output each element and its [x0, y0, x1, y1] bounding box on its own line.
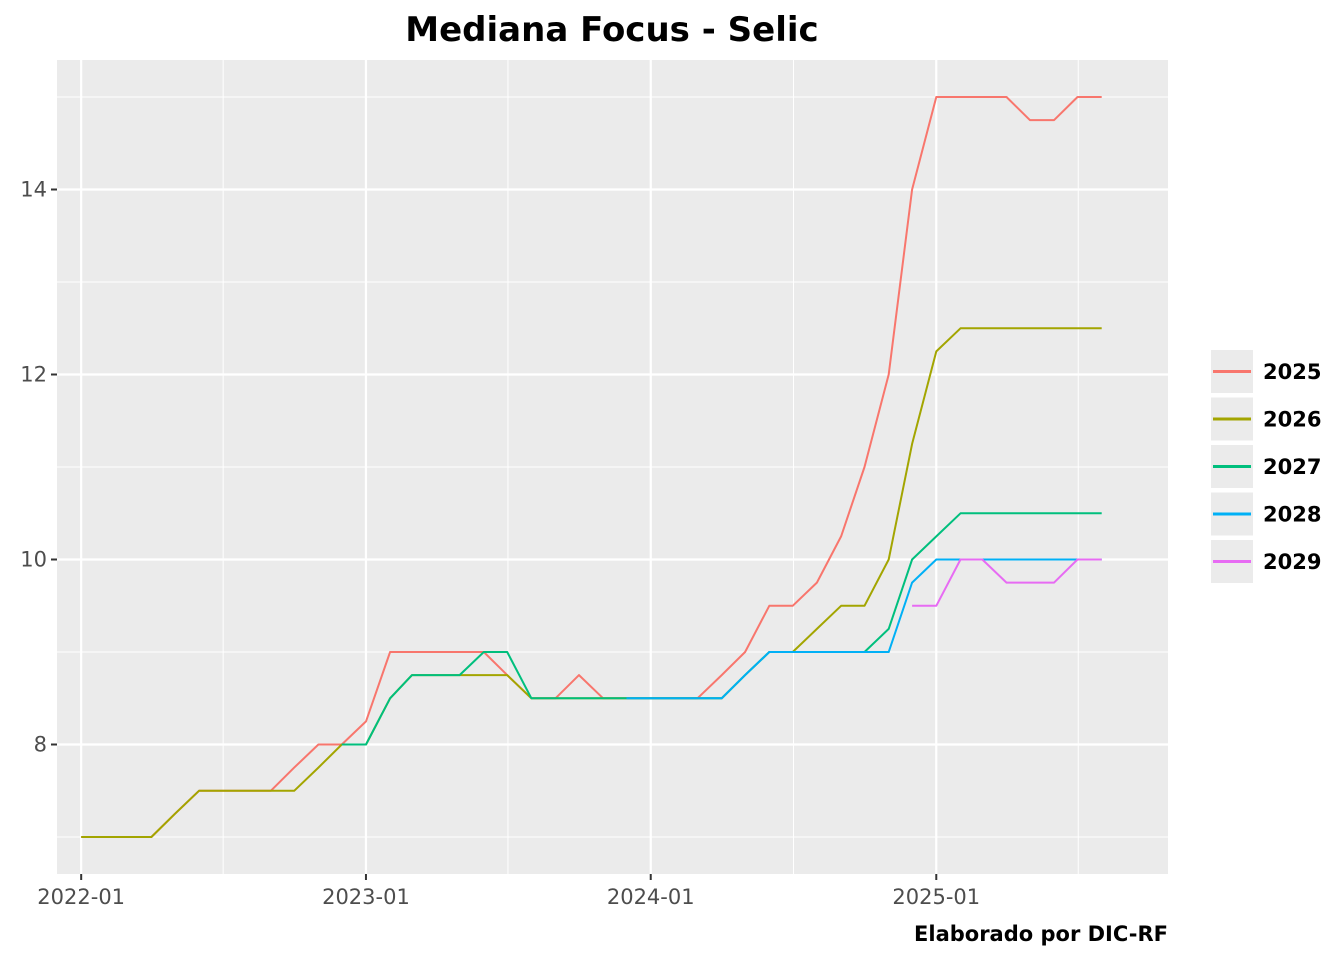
series-line-2029	[912, 558, 1102, 607]
legend-label: 2028	[1263, 503, 1321, 527]
minor-gridlines	[57, 60, 1168, 874]
x-tick-label: 2022-01	[37, 885, 125, 909]
y-tick-label: 8	[34, 733, 47, 757]
y-axis: 8 10 12 14	[20, 178, 57, 757]
chart-title: Mediana Focus - Selic	[405, 10, 818, 50]
series-line-2028	[626, 558, 1102, 700]
x-axis: 2022-01 2023-01 2024-01 2025-01	[37, 874, 980, 909]
y-tick-label: 10	[20, 548, 47, 572]
legend-label: 2027	[1263, 455, 1321, 479]
legend-label: 2025	[1263, 360, 1321, 384]
series-lines	[81, 96, 1102, 838]
legend: 2025 2026 2027 2028 2029	[1211, 350, 1321, 583]
x-tick-label: 2025-01	[892, 885, 980, 909]
x-tick-label: 2024-01	[607, 885, 695, 909]
chart-caption: Elaborado por DIC-RF	[914, 922, 1168, 946]
y-tick-label: 12	[20, 363, 47, 387]
y-tick-label: 14	[20, 178, 47, 202]
x-tick-label: 2023-01	[322, 885, 410, 909]
legend-label: 2026	[1263, 408, 1321, 432]
legend-label: 2029	[1263, 550, 1321, 574]
